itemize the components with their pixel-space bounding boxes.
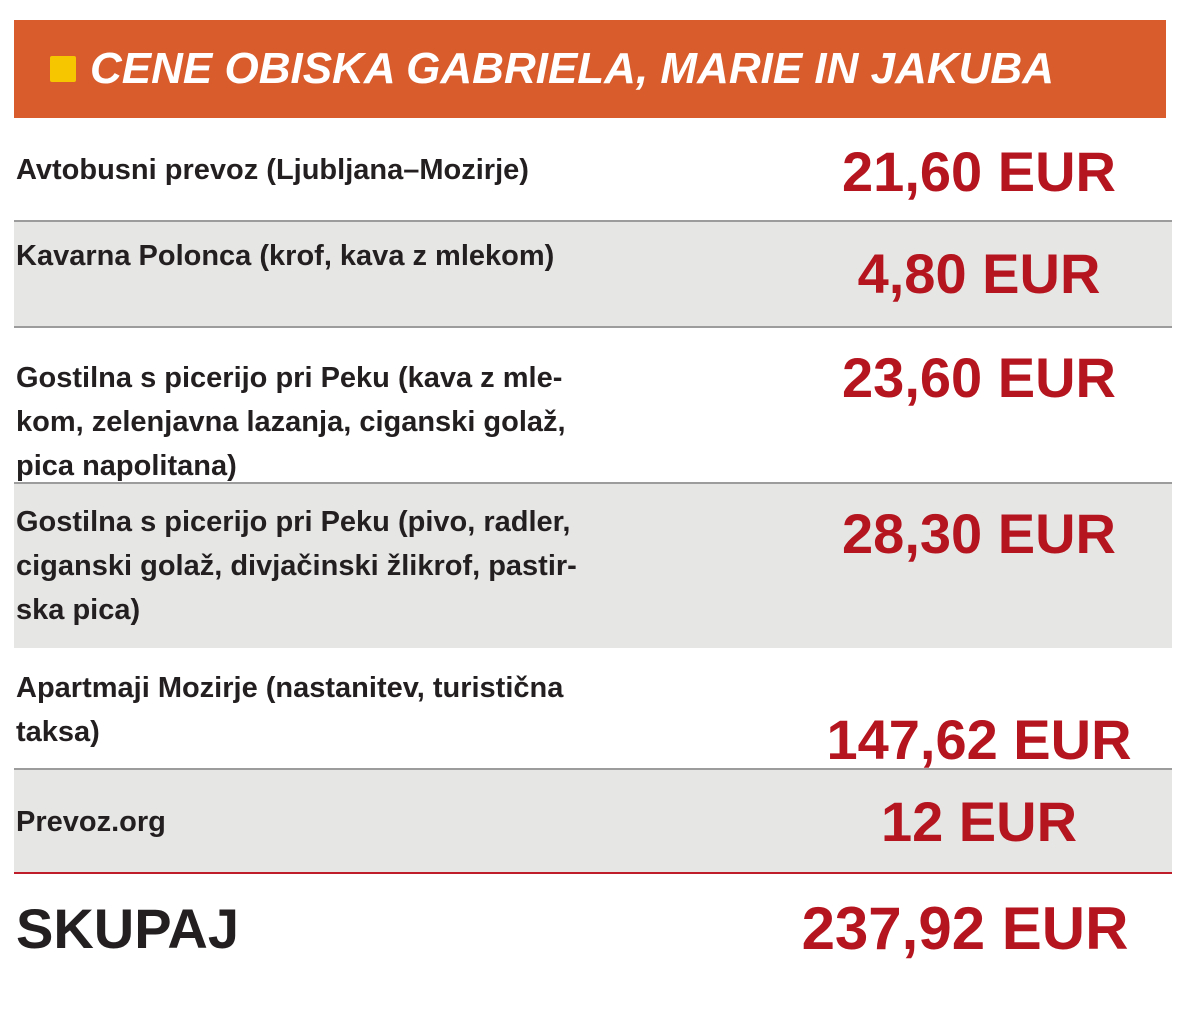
row-label: Prevoz.org — [16, 806, 166, 838]
price-row-inn-2: Gostilna s picerijo pri Peku (pivo, radl… — [14, 484, 1172, 648]
row-price: 4,80 EUR — [857, 242, 1101, 305]
page-title: CENE OBISKA GABRIELA, MARIE IN JAKUBA — [90, 44, 1054, 93]
row-divider — [14, 326, 1172, 328]
price-row-inn-1: Gostilna s picerijo pri Peku (kava z mle… — [14, 328, 1172, 483]
total-price: 237,92 EUR — [801, 895, 1129, 962]
total-label: SKUPAJ — [16, 897, 240, 960]
total-divider — [14, 872, 1172, 874]
price-row-cafe: Kavarna Polonca (krof, kava z mlekom) 4,… — [14, 222, 1172, 326]
price-row-apartments: Apartmaji Mozirje (nastanitev, turističn… — [14, 648, 1172, 771]
price-row-rideshare: Prevoz.org 12 EUR — [14, 770, 1172, 872]
row-divider — [14, 768, 1172, 770]
row-price: 23,60 EUR — [842, 346, 1116, 409]
row-price: 12 EUR — [880, 790, 1078, 853]
row-label: Kavarna Polonca (krof, kava z mlekom) — [16, 240, 555, 272]
row-price: 21,60 EUR — [842, 140, 1116, 203]
row-label: Apartmaji Mozirje (nastanitev, turističn… — [16, 672, 564, 748]
row-label: Gostilna s picerijo pri Peku (pivo, radl… — [16, 506, 577, 626]
row-label: Gostilna s picerijo pri Peku (kava z mle… — [16, 362, 566, 482]
price-row-bus: Avtobusni prevoz (Ljubljana–Mozirje) 21,… — [14, 128, 1172, 220]
row-divider — [14, 482, 1172, 484]
row-label: Avtobusni prevoz (Ljubljana–Mozirje) — [16, 154, 529, 186]
row-divider — [14, 220, 1172, 222]
row-price: 28,30 EUR — [842, 502, 1116, 565]
header-banner: CENE OBISKA GABRIELA, MARIE IN JAKUBA — [14, 20, 1166, 118]
header-square-icon — [50, 56, 76, 82]
row-price: 147,62 EUR — [826, 708, 1132, 771]
